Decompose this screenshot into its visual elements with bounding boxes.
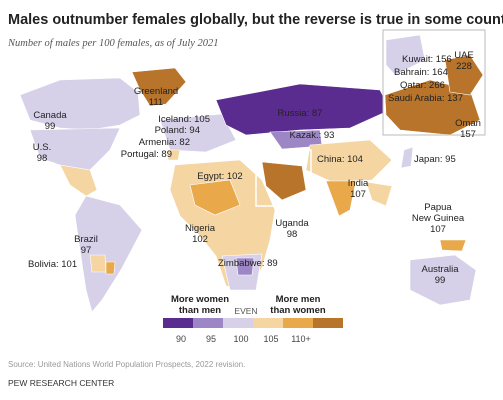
country-label: U.S. 98 — [33, 142, 51, 164]
country-label-line: Zimbabwe: 89 — [218, 258, 278, 269]
country-label-line: Bolivia: 101 — [28, 259, 77, 270]
country-label: Oman 157 — [455, 118, 481, 140]
country-label: Brazil 97 — [74, 234, 98, 256]
legend-even: EVEN — [234, 306, 257, 316]
country-label-line: 107 — [350, 189, 366, 200]
country-label: Russia: 87 — [278, 108, 323, 119]
country-label: Bolivia: 101 — [28, 259, 77, 270]
title: Males outnumber females globally, but th… — [8, 12, 503, 28]
legend-tick: 90 — [176, 334, 186, 344]
country-label-line: 157 — [460, 129, 476, 140]
country-label: Greenland 111 — [134, 86, 178, 108]
legend-left-label-line: More women — [171, 294, 229, 305]
country-label-line: India — [348, 178, 369, 189]
legend-tick: 105 — [263, 334, 278, 344]
country-label-line: 111 — [149, 97, 163, 108]
legend-left-label: More women than men — [171, 294, 229, 316]
country-label: UAE 228 — [454, 50, 474, 72]
country-label-line: Papua — [424, 202, 452, 213]
country-label: Uganda 98 — [275, 218, 309, 240]
country-label-line: 102 — [192, 234, 208, 245]
country-label-line: 98 — [37, 153, 48, 164]
country-label: Saudi Arabia: 137 — [388, 93, 463, 104]
legend-tick: 95 — [206, 334, 216, 344]
country-label: Zimbabwe: 89 — [218, 258, 278, 269]
legend-swatch — [193, 318, 223, 328]
country-label-line: Qatar: 266 — [400, 80, 445, 91]
country-label-line: UAE — [454, 50, 474, 61]
country-label: Egypt: 102 — [197, 171, 242, 182]
legend-swatch — [253, 318, 283, 328]
legend-right-label-line: than women — [270, 305, 326, 316]
country-label: India 107 — [348, 178, 369, 200]
country-label-line: Poland: 94 — [155, 125, 200, 136]
country-label-line: China: 104 — [317, 154, 363, 165]
country-label-line: 99 — [45, 121, 56, 132]
country-label-line: Australia — [422, 264, 460, 275]
country-label-line: 97 — [81, 245, 92, 256]
legend-tick: 100 — [233, 334, 248, 344]
country-label-line: 228 — [456, 61, 472, 72]
source: Source: United Nations World Population … — [8, 360, 245, 369]
country-label-line: Saudi Arabia: 137 — [388, 93, 463, 104]
legend-left-label-line: than men — [179, 305, 221, 316]
legend-swatch — [223, 318, 253, 328]
country-label-line: Russia: 87 — [278, 108, 323, 119]
country-label-line: Kazak.: 93 — [290, 130, 335, 141]
legend-right-label-line: More men — [276, 294, 321, 305]
country-label-line: U.S. — [33, 142, 51, 153]
country-label-line: Nigeria — [185, 223, 216, 234]
country-label: Kazak.: 93 — [290, 130, 335, 141]
legend-tick: 110+ — [291, 334, 311, 344]
country-label: Bahrain: 164 — [394, 67, 448, 78]
country-label: Armenia: 82 — [139, 137, 190, 148]
country-label: Japan: 95 — [414, 154, 456, 165]
country-label-line: 107 — [430, 224, 446, 235]
country-label-line: Oman — [455, 118, 481, 129]
legend-right-label: More men than women — [270, 294, 326, 316]
country-label-line: Greenland — [134, 86, 178, 97]
country-label-line: Kuwait: 156 — [402, 54, 452, 65]
legend: 90 95 100 105 110+ More women than men More men… — [163, 294, 343, 344]
publisher: PEW RESEARCH CENTER — [8, 378, 114, 388]
country-label: Qatar: 266 — [400, 80, 445, 91]
legend-swatch — [313, 318, 343, 328]
country-label-line: 99 — [435, 275, 446, 286]
country-label-line: Armenia: 82 — [139, 137, 190, 148]
legend-swatch — [163, 318, 193, 328]
country-label: Nigeria 102 — [185, 223, 216, 245]
country-label-line: Uganda — [275, 218, 309, 229]
country-label-line: Iceland: 105 — [158, 114, 210, 125]
country-label: Australia 99 — [422, 264, 460, 286]
country-label: Canada 99 — [33, 110, 67, 132]
country-label-line: 98 — [287, 229, 298, 240]
country-label: Portugal: 89 — [121, 149, 172, 160]
subtitle: Number of males per 100 females, as of J… — [7, 38, 219, 49]
country-label-line: Portugal: 89 — [121, 149, 172, 160]
country-label: Kuwait: 156 — [402, 54, 452, 65]
country-label-line: Brazil — [74, 234, 98, 245]
country-label: Poland: 94 — [155, 125, 200, 136]
country-label-line: Japan: 95 — [414, 154, 456, 165]
country-label-line: Egypt: 102 — [197, 171, 242, 182]
legend-swatch — [283, 318, 313, 328]
country-label-line: New Guinea — [412, 213, 465, 224]
country-label: Papua New Guinea 107 — [412, 202, 465, 235]
country-label: Iceland: 105 — [158, 114, 210, 125]
country-label-line: Canada — [33, 110, 67, 121]
country-label-line: Bahrain: 164 — [394, 67, 448, 78]
country-label: China: 104 — [317, 154, 363, 165]
